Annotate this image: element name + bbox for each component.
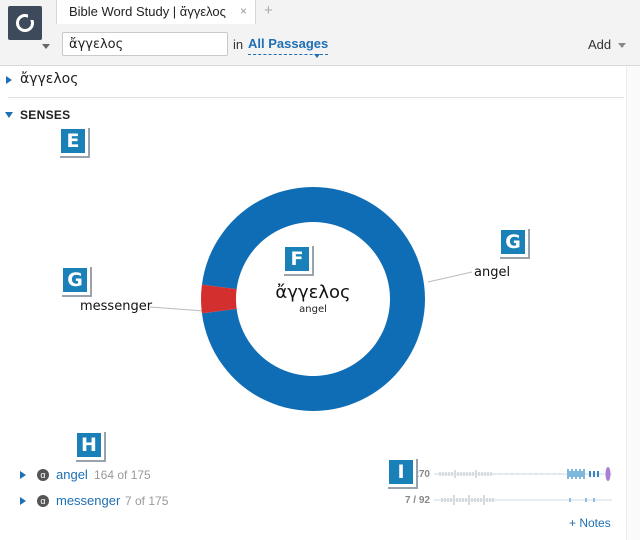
search-input[interactable] — [62, 32, 228, 56]
slice-label-messenger: messenger — [80, 299, 153, 314]
in-label: in — [233, 37, 244, 52]
expand-icon — [6, 76, 12, 84]
spark-count-angel: 270 — [413, 469, 430, 480]
callout-f-badge: F — [282, 244, 312, 274]
lemma-section-header[interactable]: ἄγγελος — [0, 68, 626, 94]
chevron-down-icon — [314, 54, 320, 58]
senses-label: SENSES — [20, 108, 71, 122]
sense-icon: α — [37, 469, 49, 481]
expand-icon — [20, 497, 26, 505]
sense-count: 7 of 175 — [125, 494, 169, 508]
passages-dropdown[interactable]: All Passages — [248, 36, 329, 55]
expand-icon — [20, 471, 26, 479]
callout-g-left-badge: G — [60, 265, 90, 295]
senses-donut-chart: ἄγγελος angel angel messenger — [80, 187, 510, 411]
donut-slice-angel[interactable] — [201, 187, 425, 411]
messenger-leader-line — [149, 306, 205, 312]
lemma-label: ἄγγελος — [20, 71, 79, 87]
sparkline-end-mark — [605, 467, 611, 481]
senses-section-header[interactable]: SENSES — [0, 106, 200, 124]
sense-item-angel[interactable]: α angel 164 of 175 — [0, 465, 400, 485]
tab-title: Bible Word Study | ἄγγελος — [69, 4, 226, 19]
toolbar: Bible Word Study | ἄγγελος × + in All Pa… — [0, 0, 640, 66]
sparkline-messenger — [434, 495, 612, 505]
scrollbar[interactable] — [626, 66, 640, 540]
sense-label[interactable]: messenger — [56, 493, 121, 508]
angel-leader-line — [427, 271, 473, 283]
add-tab-button[interactable]: + — [264, 2, 273, 19]
chevron-down-icon — [618, 43, 626, 48]
collapse-icon — [5, 112, 13, 118]
sense-item-messenger[interactable]: α messenger 7 of 175 — [0, 491, 400, 511]
app-menu-button[interactable] — [8, 6, 50, 50]
divider — [8, 97, 624, 98]
tab-bible-word-study[interactable]: Bible Word Study | ἄγγελος × — [56, 0, 256, 24]
donut-center-sublabel: angel — [299, 304, 327, 315]
donut-slice-messenger[interactable] — [201, 284, 237, 314]
distribution-sparklines — [434, 467, 612, 505]
add-notes-link[interactable]: + Notes — [569, 516, 611, 530]
chevron-down-icon — [42, 44, 50, 49]
callout-h-badge: H — [74, 430, 104, 460]
callout-g-right-badge: G — [498, 227, 528, 257]
sparkline-angel — [434, 467, 612, 481]
donut-center-label: ἄγγελος — [275, 282, 350, 303]
close-tab-icon[interactable]: × — [239, 4, 247, 18]
add-button[interactable]: Add — [588, 37, 612, 52]
callout-e-badge: E — [58, 126, 88, 156]
donut-slices — [201, 187, 425, 411]
sense-label[interactable]: angel — [56, 467, 88, 482]
sense-icon: α — [37, 495, 49, 507]
slice-label-angel: angel — [474, 265, 510, 280]
spark-count-messenger: 7 / 92 — [404, 495, 430, 506]
sense-count: 164 of 175 — [94, 468, 151, 482]
callout-i-badge: I — [386, 457, 416, 487]
